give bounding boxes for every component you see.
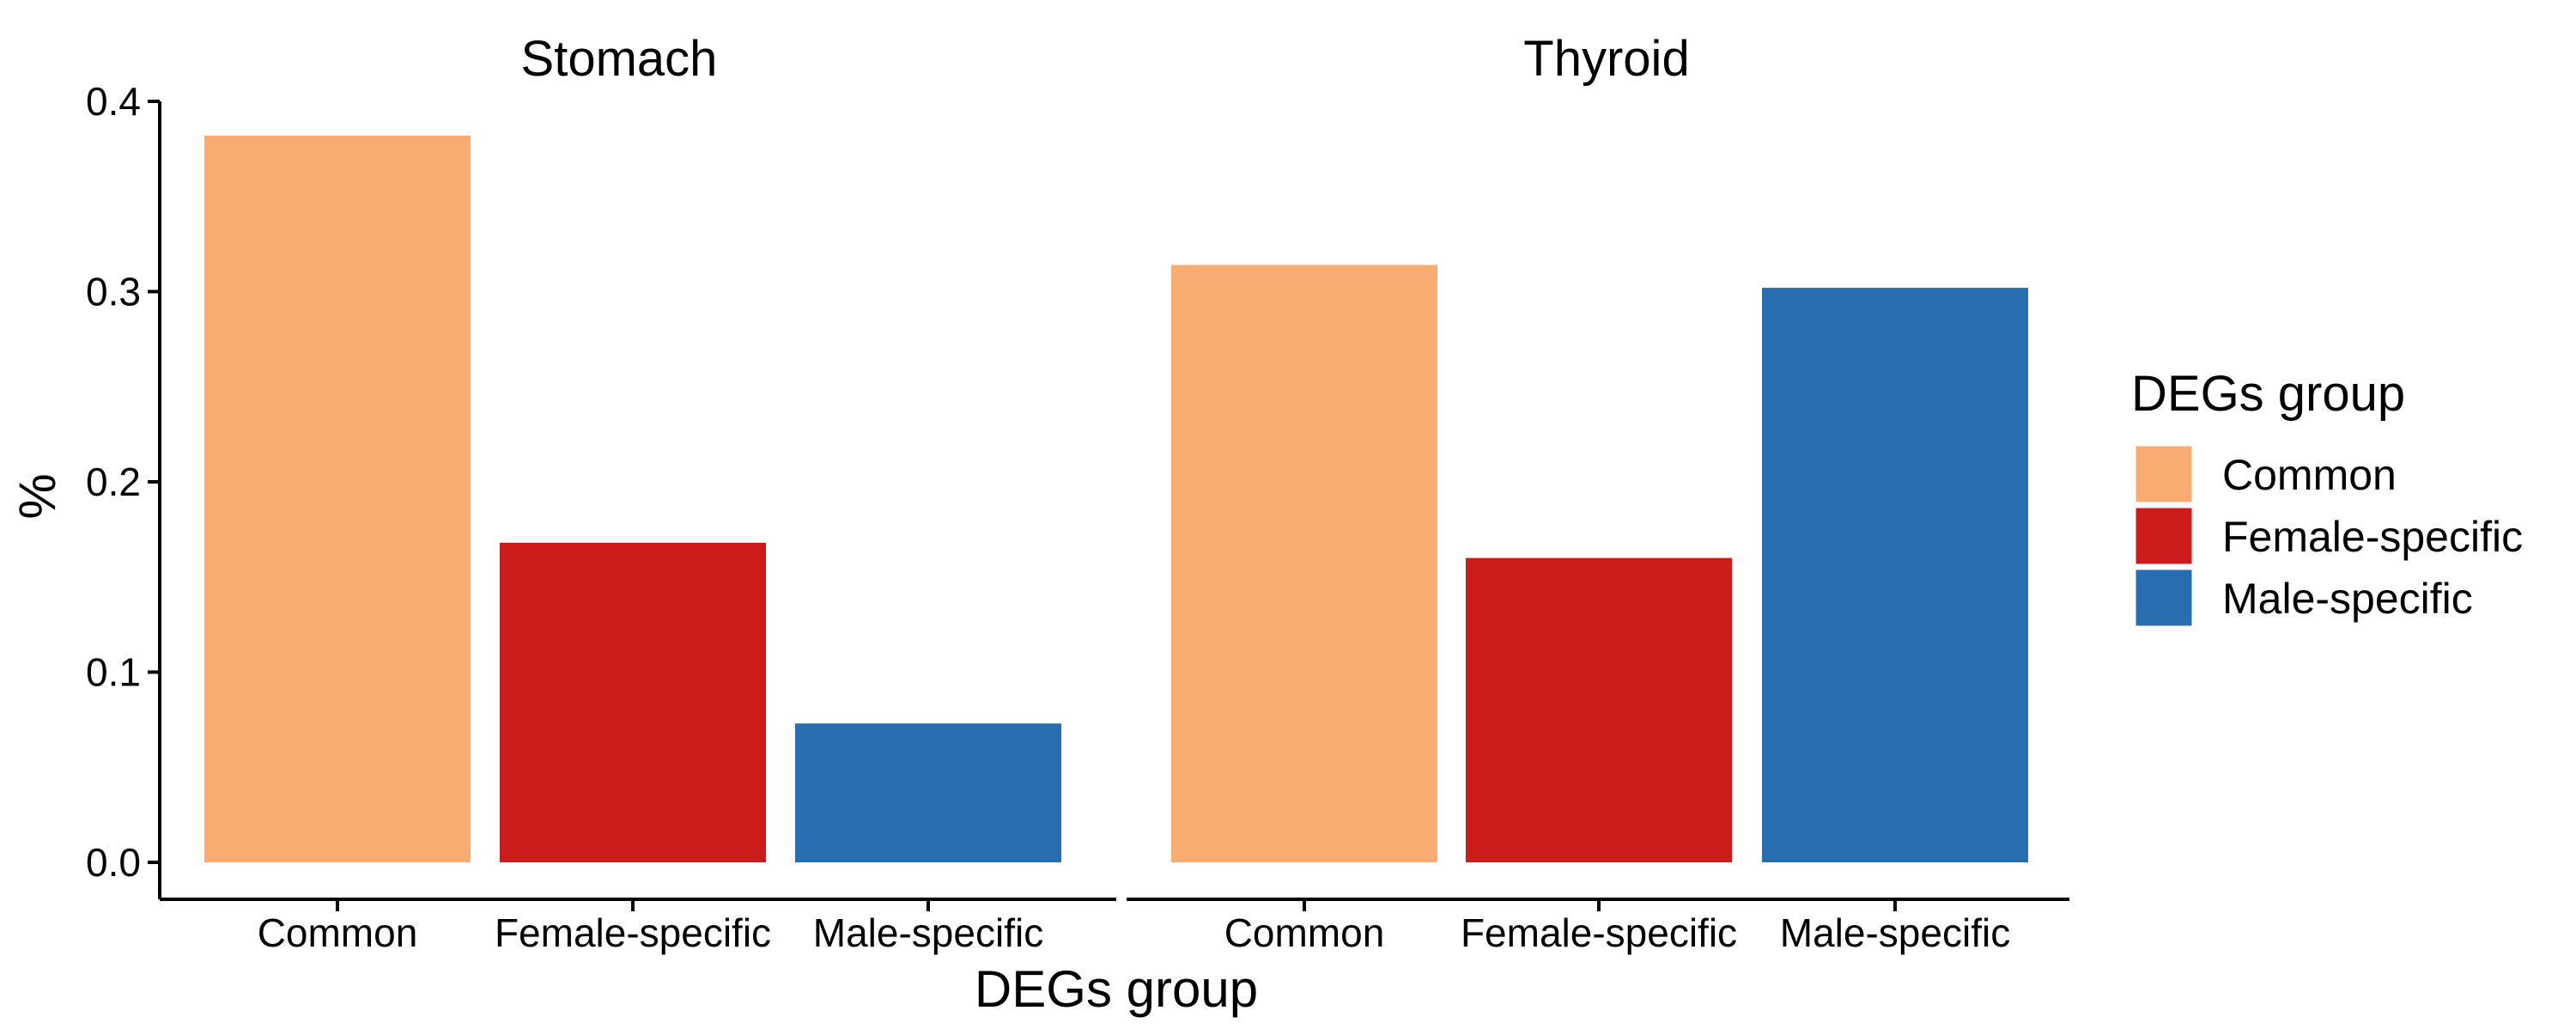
x-axis-title: DEGs group — [975, 960, 1258, 1018]
legend-title: DEGs group — [2131, 366, 2405, 422]
legend-label: Female-specific — [2222, 513, 2523, 561]
bar-female-specific — [500, 542, 766, 862]
x-tick-label: Common — [258, 910, 418, 955]
bar-female-specific — [1466, 557, 1732, 862]
legend-key — [2133, 505, 2195, 567]
facet-panel-thyroid: Thyroid Common Female-specific Male-specifi… — [1127, 31, 2069, 955]
y-axis-title: % — [9, 473, 66, 519]
y-tick-label: 0.0 — [86, 840, 141, 885]
y-tick-label: 0.3 — [86, 270, 141, 314]
legend-label: Common — [2222, 451, 2397, 499]
x-tick-label: Male-specific — [813, 910, 1043, 955]
facet-panels: Stomach Common Female-specific Male-specifi… — [160, 31, 2069, 955]
y-tick-label: 0.4 — [86, 79, 141, 124]
x-tick-label: Male-specific — [1780, 910, 2010, 955]
y-tick-label: 0.1 — [86, 650, 141, 695]
facet-title: Stomach — [521, 31, 718, 87]
bar-common — [204, 135, 471, 862]
bar-common — [1171, 265, 1437, 862]
legend-key — [2133, 567, 2195, 629]
legend-label: Male-specific — [2222, 575, 2473, 623]
facet-title: Thyroid — [1523, 31, 1689, 87]
facet-panel-stomach: Stomach Common Female-specific Male-specifi… — [160, 31, 1116, 955]
x-tick-label: Female-specific — [1461, 910, 1737, 955]
bar-male-specific — [795, 723, 1061, 862]
legend: DEGs group Common Female-specific Male-spe… — [2131, 366, 2523, 629]
bar-male-specific — [1762, 288, 2028, 862]
y-tick-label: 0.2 — [86, 460, 141, 504]
x-tick-label: Common — [1224, 910, 1385, 955]
x-tick-label: Female-specific — [495, 910, 771, 955]
y-axis: 0.0 0.1 0.2 0.3 0.4 — [86, 79, 161, 899]
legend-key — [2133, 443, 2195, 505]
